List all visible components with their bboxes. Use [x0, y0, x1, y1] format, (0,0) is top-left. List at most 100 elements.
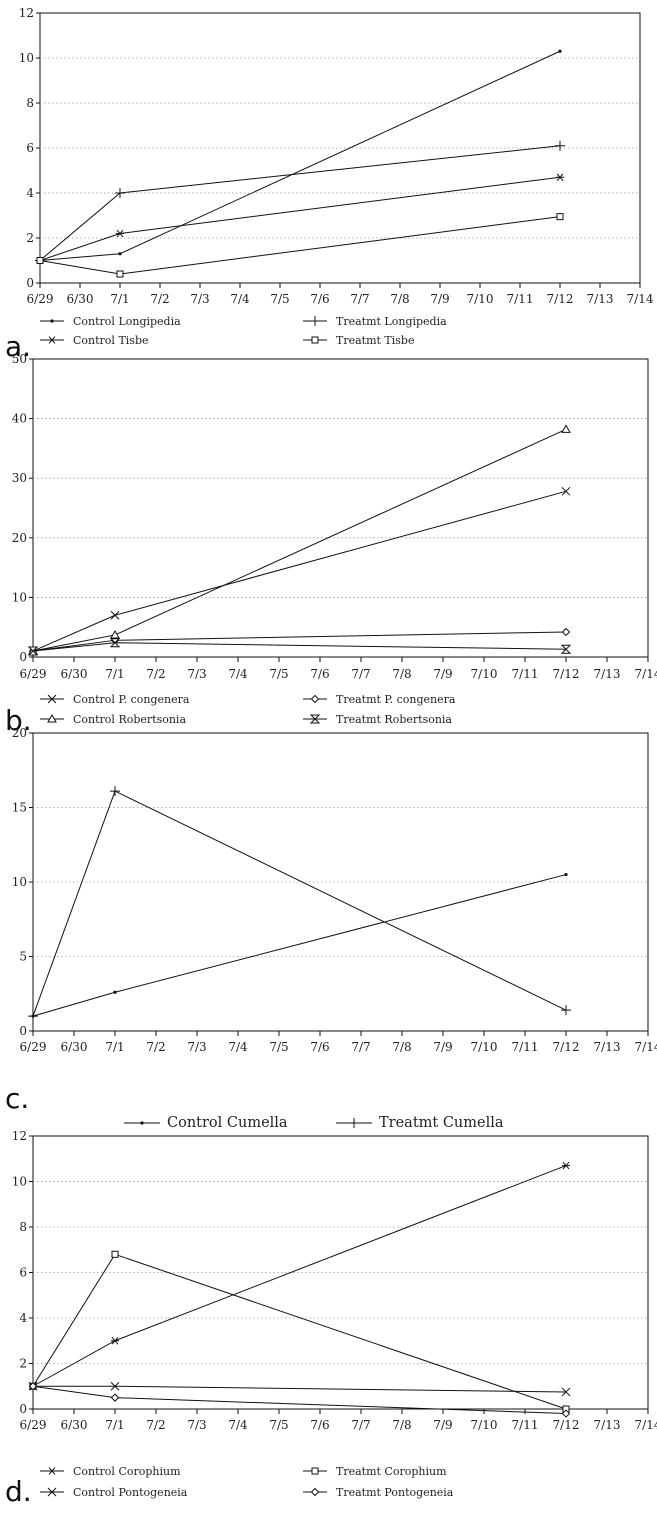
- y-tick-label: 15: [12, 801, 27, 815]
- legend-label: Control Tisbe: [73, 334, 149, 347]
- x-tick-label: 7/14: [627, 292, 654, 306]
- series-treatmt-cumella: [28, 786, 571, 1022]
- legend: Control P. congenera Treatmt P. congenera…: [40, 693, 456, 726]
- x-tick-label: 7/8: [392, 667, 411, 681]
- x-tick-label: 7/11: [507, 292, 534, 306]
- data-point: [109, 638, 121, 648]
- series-line: [39, 176, 561, 261]
- x-tick-label: 6/29: [20, 1040, 47, 1054]
- legend-label: Control Corophium: [73, 1465, 181, 1478]
- legend-label: Treatmt Robertsonia: [336, 713, 452, 726]
- data-point: [556, 173, 564, 181]
- data-point: [113, 990, 117, 994]
- y-tick-label: 5: [19, 950, 27, 964]
- data-point: [555, 140, 565, 151]
- legend-sample-marker: [310, 694, 320, 704]
- panel-letter: b.: [5, 704, 32, 737]
- legend-entry: Treatmt Robertsonia: [303, 713, 452, 726]
- legend-sample-marker: [48, 336, 56, 344]
- x-tick-label: 7/7: [351, 667, 370, 681]
- x-tick-label: 7/4: [228, 1418, 248, 1432]
- legend-entry: Treatmt Tisbe: [303, 334, 414, 347]
- series-line: [39, 145, 561, 261]
- data-point: [558, 49, 562, 53]
- x-tick-label: 6/30: [61, 1418, 88, 1432]
- x-tick-label: 7/2: [146, 667, 165, 681]
- x-tick-label: 7/13: [594, 667, 621, 681]
- x-tick-label: 7/8: [390, 292, 409, 306]
- legend-label: Control Cumella: [167, 1115, 288, 1131]
- x-tick-label: 7/9: [433, 667, 452, 681]
- series-line: [32, 490, 567, 652]
- x-tick-label: 7/7: [351, 1418, 370, 1432]
- x-tick-label: 7/1: [110, 292, 129, 306]
- data-point: [115, 188, 125, 198]
- series-control-corophium: [29, 1161, 570, 1390]
- legend-sample-marker: [310, 316, 320, 326]
- legend-label: Control Pontogeneia: [73, 1486, 188, 1499]
- y-tick-label: 0: [26, 276, 34, 290]
- series-line: [32, 790, 567, 1017]
- y-tick-label: 10: [19, 51, 34, 65]
- x-tick-label: 6/29: [20, 1418, 47, 1432]
- data-point: [118, 252, 122, 256]
- y-tick-label: 6: [19, 1266, 27, 1280]
- series-treatmt-pontogeneia: [28, 1382, 571, 1418]
- data-point: [116, 229, 124, 238]
- x-tick-label: 7/10: [467, 292, 494, 306]
- panel-letter: a.: [5, 330, 31, 363]
- series-line: [39, 216, 561, 275]
- x-tick-label: 7/13: [587, 292, 614, 306]
- y-tick-label: 4: [26, 186, 34, 200]
- x-tick-label: 7/11: [512, 1418, 539, 1432]
- series-line: [33, 1385, 567, 1393]
- x-tick-label: 7/8: [392, 1040, 411, 1054]
- x-tick-label: 7/5: [270, 292, 289, 306]
- data-point: [28, 1011, 38, 1022]
- legend: Control Corophium Treatmt Corophium Contro…: [40, 1465, 454, 1499]
- panel-letter: c.: [5, 1082, 29, 1115]
- data-point: [110, 1381, 120, 1391]
- legend-entry: Control P. congenera: [40, 693, 190, 706]
- series-treatmt-tisbe: [36, 213, 564, 278]
- chart-panel-1: 0 2 4 6 8 10 12 6/29 6/30 7/1 7/2 7/3 7/4 7/5 7/6 7/7 7/…: [5, 6, 654, 363]
- data-point: [556, 213, 564, 221]
- x-tick-label: 6/30: [67, 292, 94, 306]
- legend-sample-marker: [349, 1118, 359, 1128]
- x-tick-label: 6/30: [61, 667, 88, 681]
- x-tick-label: 7/10: [471, 667, 498, 681]
- legend-sample-marker: [47, 713, 57, 723]
- y-tick-label: 12: [12, 1129, 27, 1143]
- y-tick-label: 4: [19, 1311, 27, 1325]
- legend-entry: Control Longipedia: [40, 315, 181, 328]
- x-tick-label: 7/12: [553, 1040, 580, 1054]
- x-tick-label: 7/7: [350, 292, 369, 306]
- legend-sample-marker: [140, 1121, 144, 1125]
- x-tick-label: 7/14: [635, 1418, 657, 1432]
- x-tick-label: 7/5: [269, 1040, 288, 1054]
- x-tick-label: 7/4: [228, 1040, 248, 1054]
- series-line: [32, 874, 567, 1017]
- x-tick-label: 7/11: [512, 667, 539, 681]
- data-point: [110, 786, 120, 797]
- data-point: [36, 257, 44, 264]
- data-point: [110, 629, 120, 639]
- data-point: [561, 627, 571, 637]
- x-tick-label: 7/1: [105, 1418, 124, 1432]
- data-point: [561, 1409, 571, 1418]
- x-tick-label: 7/14: [635, 1040, 657, 1054]
- legend: Control Longipedia Treatmt Longipedia Cont…: [40, 315, 447, 347]
- x-tick-label: 7/3: [187, 667, 206, 681]
- x-tick-label: 7/13: [594, 1418, 621, 1432]
- x-tick-label: 7/6: [310, 292, 329, 306]
- y-tick-label: 2: [19, 1357, 27, 1371]
- data-point: [564, 872, 568, 877]
- legend-label: Treatmt P. congenera: [336, 693, 456, 706]
- legend-sample-marker: [311, 336, 319, 344]
- y-tick-label: 10: [12, 590, 27, 604]
- legend-entry: Control Pontogeneia: [40, 1486, 188, 1499]
- y-tick-label: 20: [12, 531, 27, 545]
- legend-label: Treatmt Corophium: [336, 1465, 447, 1478]
- x-tick-label: 7/9: [433, 1418, 452, 1432]
- y-tick-label: 10: [12, 875, 27, 889]
